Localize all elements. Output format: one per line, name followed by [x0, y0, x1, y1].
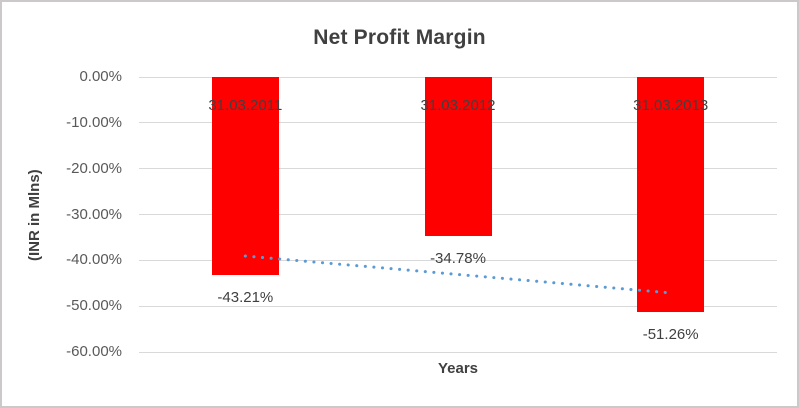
y-tick-label: -30.00% [66, 205, 122, 223]
y-tick-label: -20.00% [66, 159, 122, 177]
data-label: -43.21% [217, 289, 274, 307]
data-label: -51.26% [642, 325, 699, 343]
x-axis-title: Years [437, 360, 479, 377]
chart-title: Net Profit Margin [313, 26, 486, 49]
gridline [139, 305, 777, 307]
data-label: -34.78% [430, 250, 486, 268]
gridline [139, 351, 777, 353]
category-label: 31.03.2013 [633, 97, 709, 114]
category-label: 31.03.2012 [420, 97, 496, 114]
y-tick-label: -60.00% [66, 343, 122, 360]
bar-31.03.2011 [211, 77, 279, 276]
y-tick-label: 0.00% [79, 68, 122, 85]
y-tick-label: -40.00% [66, 251, 122, 269]
category-label: 31.03.2011 [208, 97, 283, 114]
y-tick-label: -10.00% [66, 113, 122, 131]
bar-31.03.2012 [424, 77, 492, 237]
y-tick-label: -50.00% [66, 297, 122, 315]
